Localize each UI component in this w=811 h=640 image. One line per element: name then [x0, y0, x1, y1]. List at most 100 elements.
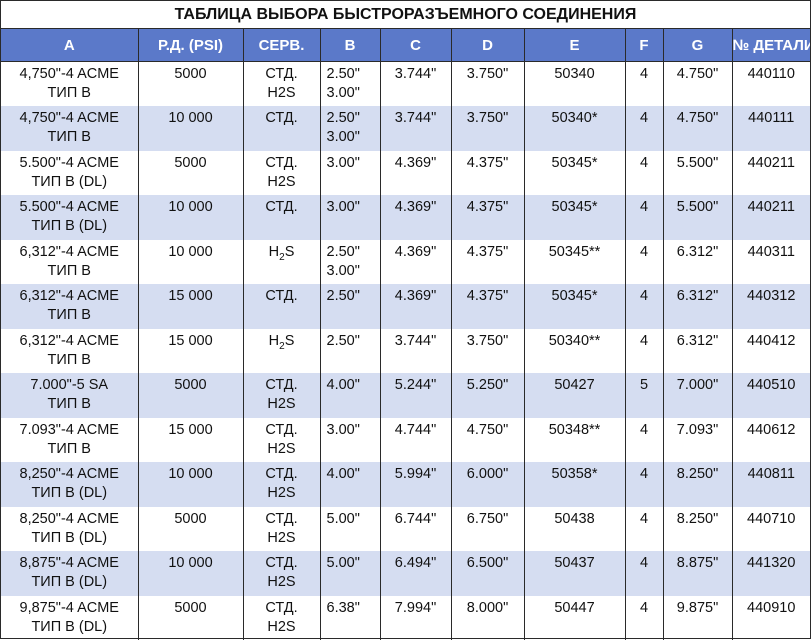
- cell-d: 8.000": [451, 596, 524, 640]
- cell-line: ТИП B: [3, 395, 136, 414]
- cell-e: 50447: [524, 596, 625, 640]
- cell-line: 4,750"-4 ACME: [3, 109, 136, 128]
- cell-e: 50437: [524, 551, 625, 596]
- cell-d: 3.750": [451, 106, 524, 151]
- cell-service: СТД.H2S: [243, 151, 320, 196]
- cell-part-number: 440211: [732, 151, 810, 196]
- cell-line: 4.00": [327, 376, 380, 395]
- cell-line: H2S: [244, 173, 320, 192]
- cell-e: 50345**: [524, 240, 625, 285]
- cell-line: 8,250"-4 ACME: [3, 510, 136, 529]
- cell-line: СТД.: [244, 198, 320, 217]
- cell-line: СТД.: [244, 421, 320, 440]
- cell-line: СТД.: [244, 287, 320, 306]
- cell-c: 3.744": [380, 106, 451, 151]
- cell-g: 6.312": [663, 240, 732, 285]
- cell-line: СТД.: [244, 599, 320, 618]
- cell-pressure: 10 000: [138, 240, 243, 285]
- col-header-g: G: [663, 29, 732, 62]
- cell-g: 6.312": [663, 329, 732, 374]
- cell-line: 8,250"-4 ACME: [3, 465, 136, 484]
- cell-d: 5.250": [451, 373, 524, 418]
- col-header-c: C: [380, 29, 451, 62]
- cell-f: 4: [625, 151, 663, 196]
- cell-line: 6,312"-4 ACME: [3, 287, 136, 306]
- col-header-f: F: [625, 29, 663, 62]
- col-header-service: СЕРВ.: [243, 29, 320, 62]
- cell-g: 8.250": [663, 507, 732, 552]
- cell-pressure: 5000: [138, 373, 243, 418]
- cell-g: 4.750": [663, 106, 732, 151]
- cell-service: СТД.H2S: [243, 62, 320, 107]
- cell-line: ТИП B: [3, 84, 136, 103]
- cell-line: 6,312"-4 ACME: [3, 332, 136, 351]
- cell-part-number: 440910: [732, 596, 810, 640]
- cell-service: СТД.H2S: [243, 551, 320, 596]
- cell-line: 4.00": [327, 465, 380, 484]
- table-title: ТАБЛИЦА ВЫБОРА БЫСТРОРАЗЪЕМНОГО СОЕДИНЕН…: [1, 1, 810, 29]
- col-header-b: B: [320, 29, 380, 62]
- cell-g: 8.250": [663, 462, 732, 507]
- cell-f: 4: [625, 418, 663, 463]
- cell-d: 6.000": [451, 462, 524, 507]
- cell-part-number: 440710: [732, 507, 810, 552]
- cell-part-number: 440311: [732, 240, 810, 285]
- cell-c: 4.744": [380, 418, 451, 463]
- cell-line: H2S: [244, 573, 320, 592]
- cell-part-number: 440111: [732, 106, 810, 151]
- cell-part-number: 440211: [732, 195, 810, 240]
- cell-f: 4: [625, 596, 663, 640]
- cell-e: 50438: [524, 507, 625, 552]
- cell-part-number: 440510: [732, 373, 810, 418]
- cell-c: 4.369": [380, 284, 451, 329]
- cell-line: H2S: [244, 529, 320, 548]
- cell-service: СТД.: [243, 195, 320, 240]
- cell-line: H2S: [244, 484, 320, 503]
- cell-f: 5: [625, 373, 663, 418]
- cell-c: 6.744": [380, 507, 451, 552]
- cell-c: 3.744": [380, 329, 451, 374]
- cell-service: СТД.H2S: [243, 462, 320, 507]
- cell-c: 4.369": [380, 195, 451, 240]
- cell-b: 2.50"3.00": [320, 62, 380, 107]
- cell-part-number: 441320: [732, 551, 810, 596]
- cell-pressure: 5000: [138, 151, 243, 196]
- cell-line: 7.093"-4 ACME: [3, 421, 136, 440]
- cell-line: 3.00": [327, 262, 380, 281]
- cell-g: 7.000": [663, 373, 732, 418]
- cell-line: ТИП B (DL): [3, 217, 136, 236]
- cell-b: 3.00": [320, 418, 380, 463]
- cell-g: 5.500": [663, 195, 732, 240]
- cell-line: 3.00": [327, 84, 380, 103]
- cell-b: 2.50"3.00": [320, 106, 380, 151]
- cell-e: 50345*: [524, 151, 625, 196]
- cell-line: 3.00": [327, 421, 380, 440]
- cell-g: 5.500": [663, 151, 732, 196]
- cell-service: СТД.H2S: [243, 507, 320, 552]
- cell-g: 9.875": [663, 596, 732, 640]
- cell-line: ТИП B: [3, 351, 136, 370]
- cell-d: 4.375": [451, 195, 524, 240]
- cell-line: H2S: [244, 84, 320, 103]
- cell-pressure: 15 000: [138, 284, 243, 329]
- cell-b: 5.00": [320, 551, 380, 596]
- cell-c: 5.244": [380, 373, 451, 418]
- cell-line: 2.50": [327, 65, 380, 84]
- cell-line: 3.00": [327, 128, 380, 147]
- cell-service: СТД.H2S: [243, 373, 320, 418]
- cell-line: СТД.: [244, 65, 320, 84]
- cell-d: 4.375": [451, 151, 524, 196]
